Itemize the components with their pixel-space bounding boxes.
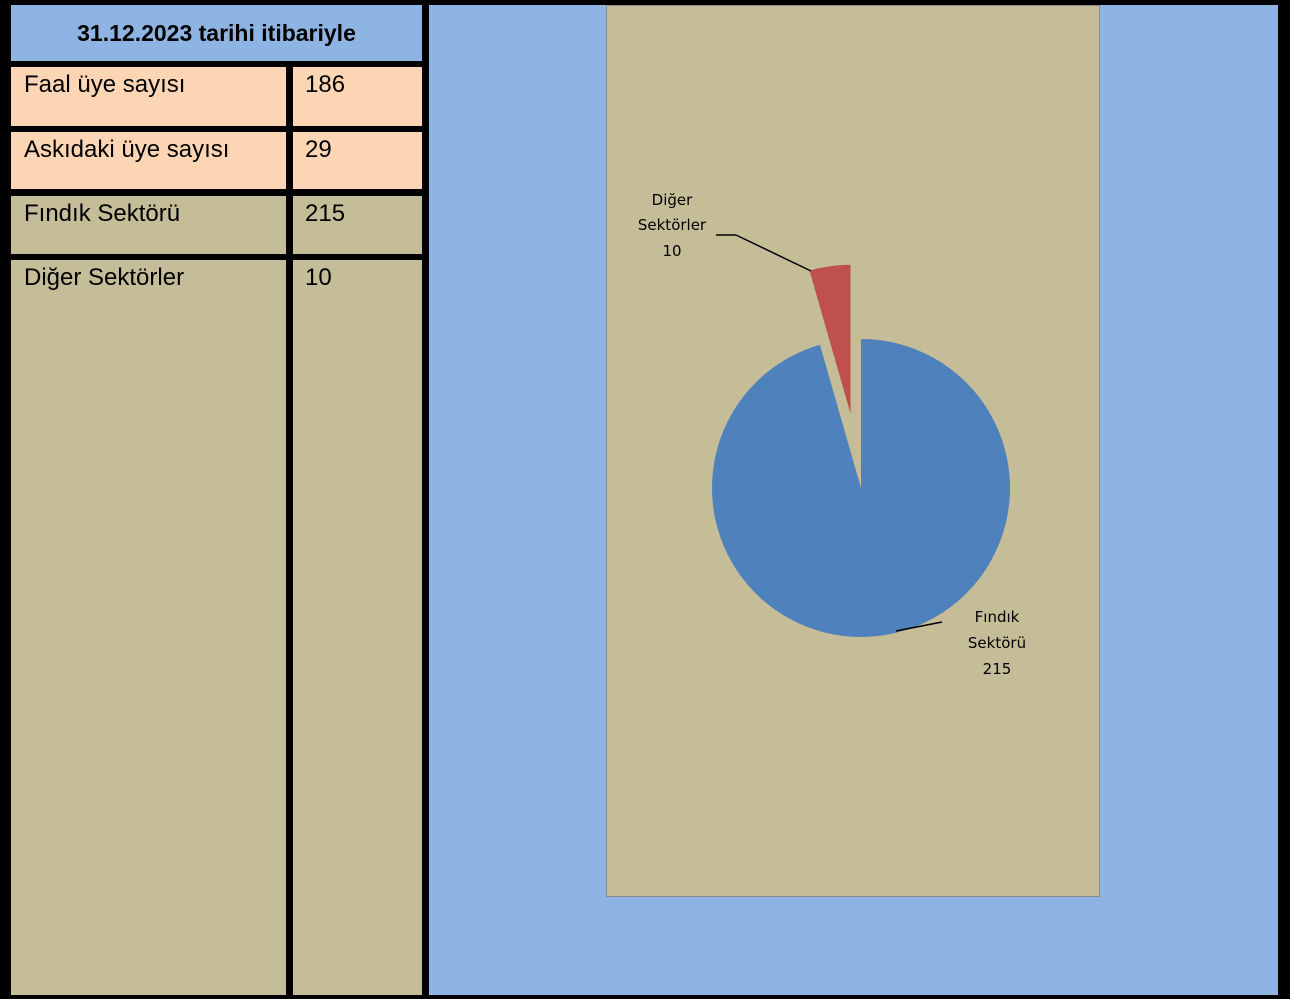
table-header: 31.12.2023 tarihi itibariyle	[11, 5, 422, 61]
row-faal-label: Faal üye sayısı	[11, 67, 286, 126]
row-askida-label: Askıdaki üye sayısı	[11, 132, 286, 189]
label-findik-l1: Fındık	[975, 608, 1020, 626]
label-findik-l2: Sektörü	[968, 634, 1026, 652]
leader-findik	[895, 621, 943, 632]
row-findik-label: Fındık Sektörü	[11, 196, 286, 254]
pie-slice-diger	[809, 264, 851, 414]
label-findik-l3: 215	[983, 660, 1012, 678]
label-diger-l1: Diğer	[652, 191, 693, 209]
label-diger-l3: 10	[662, 242, 681, 260]
row-diger-label: Diğer Sektörler	[11, 260, 286, 995]
leader-diger-diag	[735, 234, 812, 272]
row-faal-value: 186	[293, 67, 422, 126]
pie-chart: Diğer Sektörler 10 Fındık Sektörü 215	[638, 191, 1026, 678]
row-diger-value: 10	[293, 260, 422, 995]
label-diger-l2: Sektörler	[638, 216, 707, 234]
row-findik-value: 215	[293, 196, 422, 254]
chart-area	[606, 5, 1100, 897]
pie-slice-findik	[711, 339, 1010, 637]
row-askida-value: 29	[293, 132, 422, 189]
